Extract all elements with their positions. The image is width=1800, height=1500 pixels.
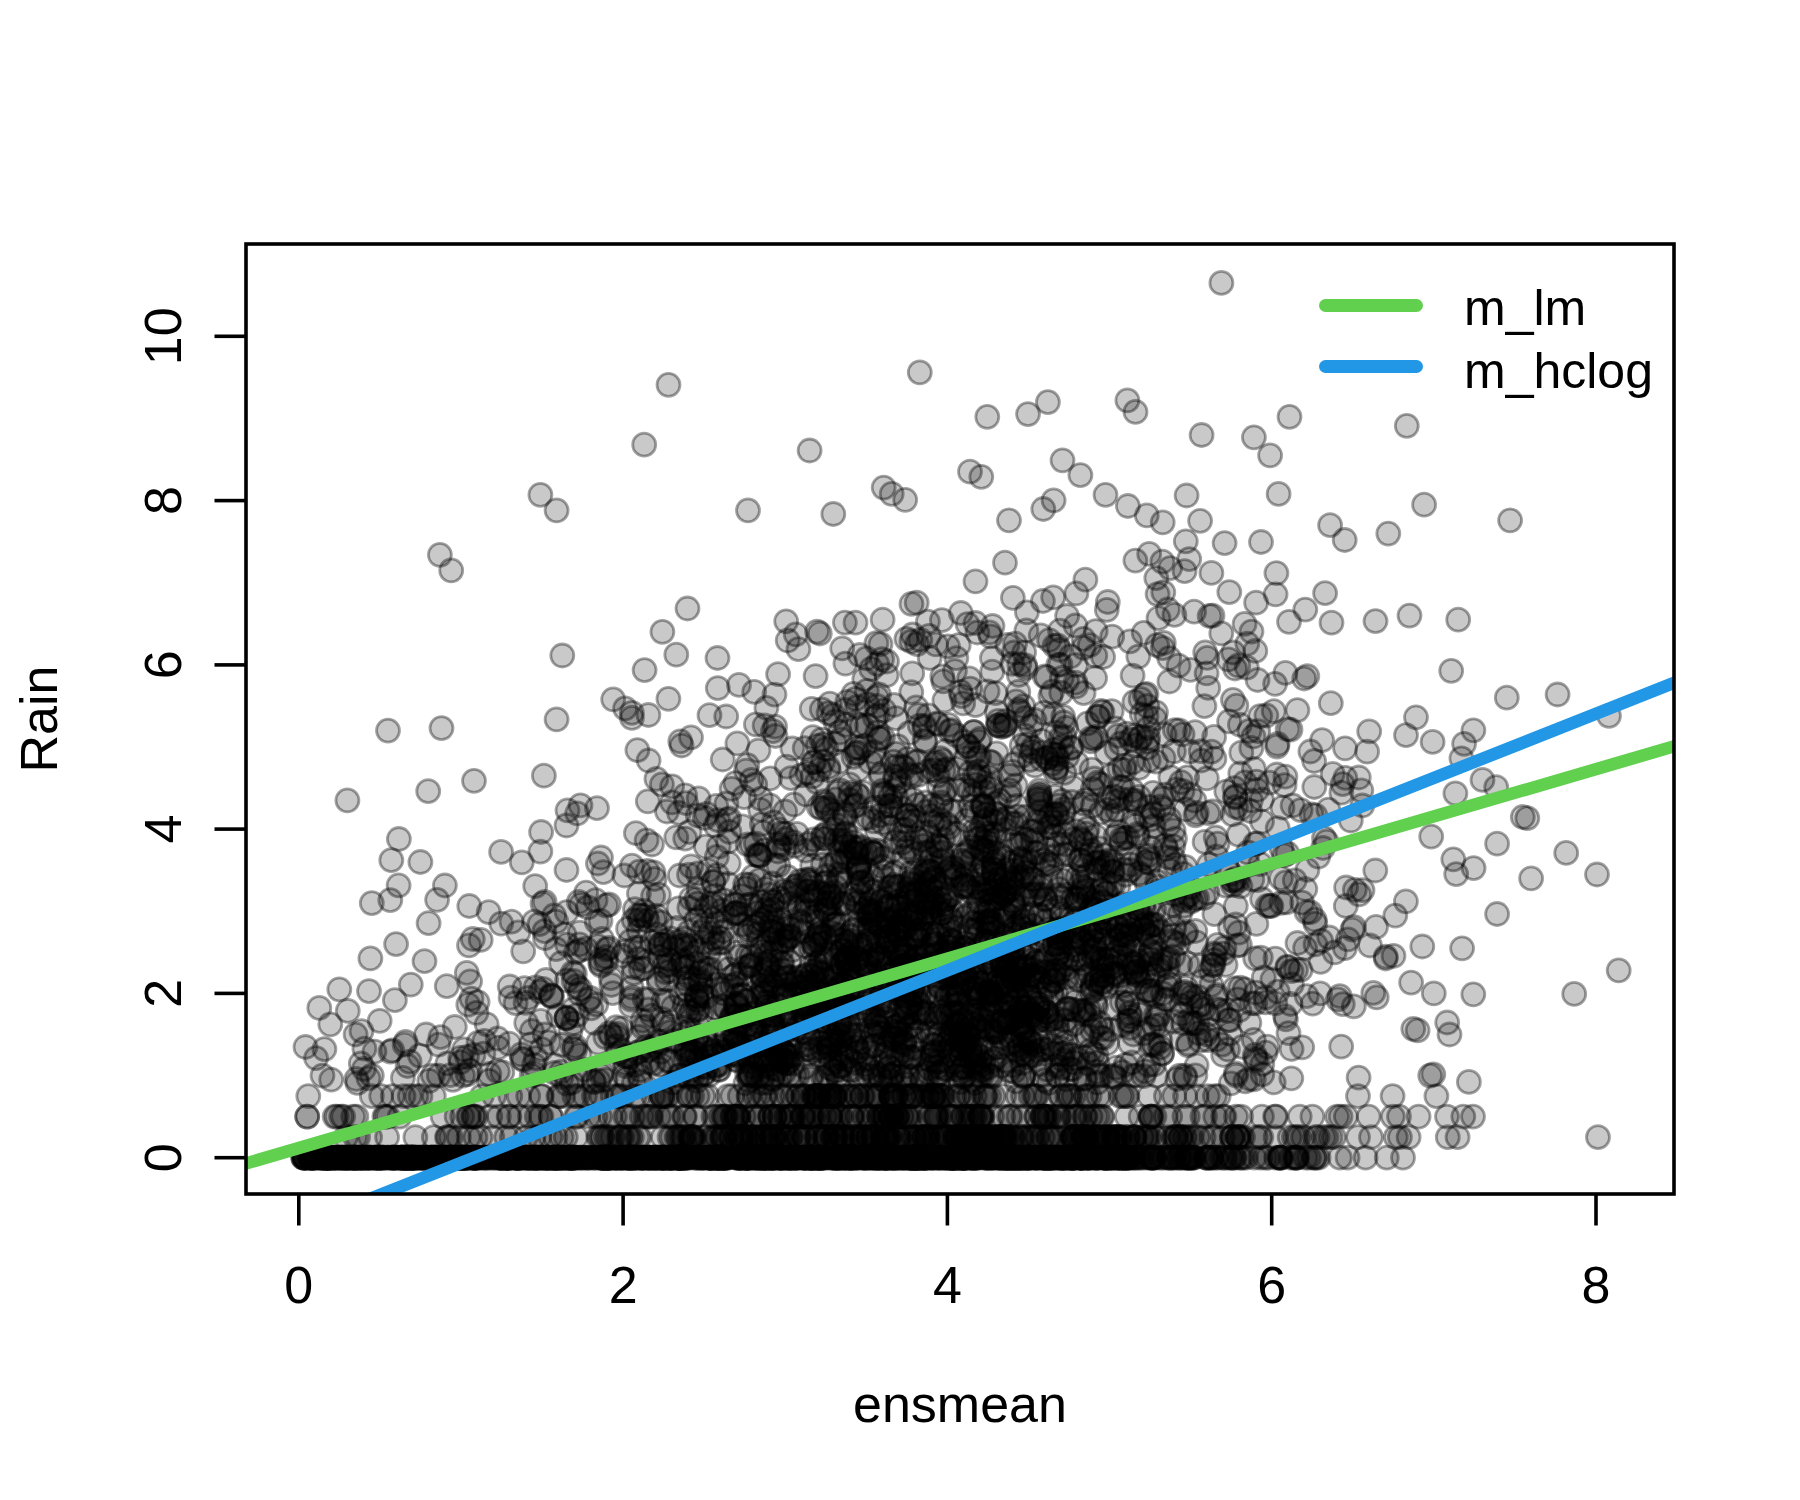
svg-text:ensmean: ensmean [853,1375,1067,1433]
svg-text:m_lm: m_lm [1464,280,1586,336]
svg-text:m_hclog: m_hclog [1464,343,1653,399]
svg-text:6: 6 [134,650,192,679]
svg-text:2: 2 [134,979,192,1008]
svg-text:Rain: Rain [10,666,68,773]
svg-text:0: 0 [284,1256,313,1314]
svg-text:6: 6 [1257,1256,1286,1314]
svg-text:2: 2 [609,1256,638,1314]
svg-text:0: 0 [134,1143,192,1172]
svg-text:4: 4 [134,815,192,844]
svg-text:10: 10 [134,307,192,365]
svg-text:8: 8 [1582,1256,1611,1314]
svg-text:4: 4 [933,1256,962,1314]
svg-text:8: 8 [134,486,192,515]
